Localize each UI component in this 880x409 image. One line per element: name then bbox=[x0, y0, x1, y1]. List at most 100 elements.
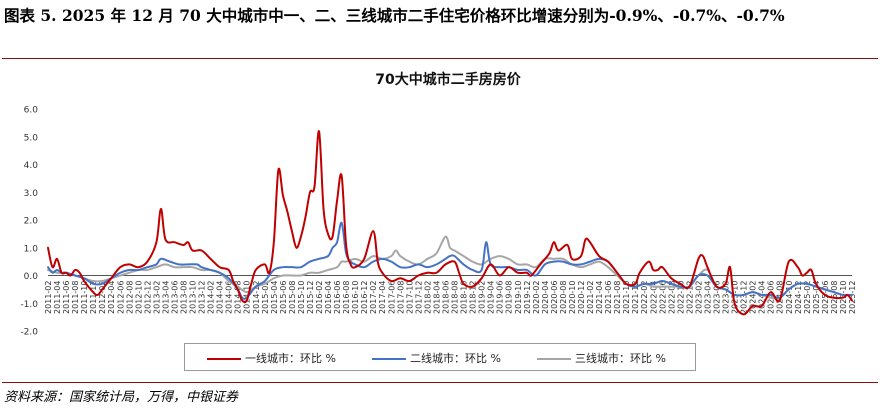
x-tick-label: 2013-10 bbox=[189, 281, 198, 314]
y-tick-label: 5.0 bbox=[24, 133, 39, 143]
x-tick-label: 2017-08 bbox=[396, 281, 405, 314]
legend-item-tier2: 二线城市：环比 % bbox=[372, 350, 501, 366]
x-tick-label: 2017-06 bbox=[387, 281, 396, 314]
x-tick-label: 2017-10 bbox=[405, 281, 414, 314]
x-tick-label: 2024-02 bbox=[749, 281, 758, 314]
x-tick-label: 2014-02 bbox=[207, 281, 216, 314]
x-tick-label: 2022-02 bbox=[640, 281, 649, 314]
x-tick-label: 2023-10 bbox=[731, 281, 740, 314]
x-tick-label: 2023-04 bbox=[703, 281, 712, 314]
x-tick-label: 2024-10 bbox=[785, 281, 794, 314]
legend-swatch-tier1 bbox=[207, 358, 241, 360]
x-tick-label: 2018-04 bbox=[432, 281, 441, 314]
x-tick-label: 2025-02 bbox=[803, 281, 812, 314]
x-tick-label: 2017-02 bbox=[369, 281, 378, 314]
x-tick-label: 2020-02 bbox=[532, 281, 541, 314]
x-tick-label: 2025-12 bbox=[848, 281, 857, 314]
x-tick-label: 2012-12 bbox=[143, 281, 152, 314]
x-tick-label: 2016-06 bbox=[333, 281, 342, 314]
x-tick-label: 2025-04 bbox=[812, 281, 821, 314]
x-tick-label: 2013-02 bbox=[152, 281, 161, 314]
x-tick-label: 2011-10 bbox=[80, 281, 89, 314]
x-tick-label: 2011-06 bbox=[62, 281, 71, 314]
x-tick-label: 2024-12 bbox=[794, 281, 803, 314]
x-tick-label: 2012-10 bbox=[134, 281, 143, 314]
x-tick-label: 2022-12 bbox=[685, 281, 694, 314]
title-divider bbox=[2, 58, 878, 59]
chart-legend: 一线城市：环比 % 二线城市：环比 % 三线城市：环比 % bbox=[184, 343, 696, 371]
y-tick-label: 3.0 bbox=[24, 189, 39, 199]
x-tick-label: 2020-10 bbox=[568, 281, 577, 314]
x-tick-label: 2023-12 bbox=[740, 281, 749, 314]
x-tick-label: 2016-02 bbox=[315, 281, 324, 314]
x-tick-label: 2016-08 bbox=[342, 281, 351, 314]
series-tier1-line bbox=[47, 130, 853, 316]
x-tick-label: 2012-04 bbox=[107, 281, 116, 314]
x-tick-label: 2015-06 bbox=[279, 281, 288, 314]
x-tick-label: 2020-12 bbox=[577, 281, 586, 314]
x-tick-label: 2012-02 bbox=[98, 281, 107, 314]
x-tick-label: 2018-12 bbox=[469, 281, 478, 314]
x-tick-label: 2011-04 bbox=[53, 281, 62, 314]
x-tick-label: 2012-06 bbox=[116, 281, 125, 314]
x-axis: 2011-02 2011-04 2011-06 2011-08 2011-10 2011-… bbox=[44, 281, 857, 314]
source-divider bbox=[2, 382, 878, 383]
x-tick-label: 2021-12 bbox=[631, 281, 640, 314]
y-tick-label: 2.0 bbox=[24, 217, 39, 227]
x-tick-label: 2014-12 bbox=[252, 281, 261, 314]
x-tick-label: 2021-02 bbox=[586, 281, 595, 314]
x-tick-label: 2018-08 bbox=[451, 281, 460, 314]
y-tick-label: -1.0 bbox=[20, 300, 38, 310]
x-tick-label: 2011-02 bbox=[44, 281, 53, 314]
x-tick-label: 2022-08 bbox=[667, 281, 676, 314]
x-tick-label: 2014-06 bbox=[225, 281, 234, 314]
x-tick-label: 2011-12 bbox=[89, 281, 98, 314]
y-axis: 6.0 5.0 4.0 3.0 2.0 1.0 0.0 -1.0 -2.0 bbox=[20, 106, 38, 338]
y-tick-label: 6.0 bbox=[24, 106, 39, 116]
figure-title: 图表 5. 2025 年 12 月 70 大中城市中一、二、三线城市二手住宅价格… bbox=[4, 6, 785, 25]
y-tick-label: 1.0 bbox=[24, 244, 39, 254]
x-tick-label: 2015-04 bbox=[270, 281, 279, 314]
y-tick-label: 0.0 bbox=[24, 272, 39, 282]
x-tick-label: 2018-10 bbox=[460, 281, 469, 314]
x-tick-label: 2019-06 bbox=[496, 281, 505, 314]
legend-swatch-tier3 bbox=[537, 358, 571, 360]
y-tick-label: 4.0 bbox=[24, 161, 39, 171]
x-tick-label: 2021-10 bbox=[622, 281, 631, 314]
x-tick-label: 2022-06 bbox=[658, 281, 667, 314]
legend-item-tier3: 三线城市：环比 % bbox=[537, 350, 666, 366]
x-tick-label: 2011-08 bbox=[71, 281, 80, 314]
x-tick-label: 2015-02 bbox=[261, 281, 270, 314]
x-tick-label: 2018-06 bbox=[441, 281, 450, 314]
x-tick-label: 2015-10 bbox=[297, 281, 306, 314]
x-tick-label: 2021-04 bbox=[595, 281, 604, 314]
x-tick-label: 2019-10 bbox=[514, 281, 523, 314]
x-tick-label: 2022-04 bbox=[649, 281, 658, 314]
legend-swatch-tier2 bbox=[372, 358, 406, 360]
x-tick-label: 2015-12 bbox=[306, 281, 315, 314]
x-tick-label: 2017-04 bbox=[378, 281, 387, 314]
series-layer bbox=[47, 130, 853, 316]
x-tick-label: 2019-08 bbox=[505, 281, 514, 314]
x-tick-label: 2016-04 bbox=[324, 281, 333, 314]
x-tick-label: 2013-12 bbox=[198, 281, 207, 314]
x-tick-label: 2014-04 bbox=[216, 281, 225, 314]
x-tick-label: 2013-08 bbox=[180, 281, 189, 314]
x-tick-label: 2016-12 bbox=[360, 281, 369, 314]
x-tick-label: 2016-10 bbox=[351, 281, 360, 314]
x-tick-label: 2023-06 bbox=[712, 281, 721, 314]
x-tick-label: 2020-08 bbox=[559, 281, 568, 314]
x-tick-label: 2018-02 bbox=[423, 281, 432, 314]
legend-label-tier3: 三线城市：环比 % bbox=[575, 352, 666, 365]
x-tick-label: 2025-06 bbox=[821, 281, 830, 314]
x-tick-label: 2020-06 bbox=[550, 281, 559, 314]
x-tick-label: 2015-08 bbox=[288, 281, 297, 314]
x-tick-label: 2023-02 bbox=[694, 281, 703, 314]
x-tick-label: 2019-12 bbox=[523, 281, 532, 314]
x-tick-label: 2013-04 bbox=[161, 281, 170, 314]
source-note: 资料来源：国家统计局，万得，中银证券 bbox=[4, 390, 239, 405]
x-tick-label: 2013-06 bbox=[170, 281, 179, 314]
x-tick-label: 2021-08 bbox=[613, 281, 622, 314]
legend-item-tier1: 一线城市：环比 % bbox=[207, 350, 336, 366]
